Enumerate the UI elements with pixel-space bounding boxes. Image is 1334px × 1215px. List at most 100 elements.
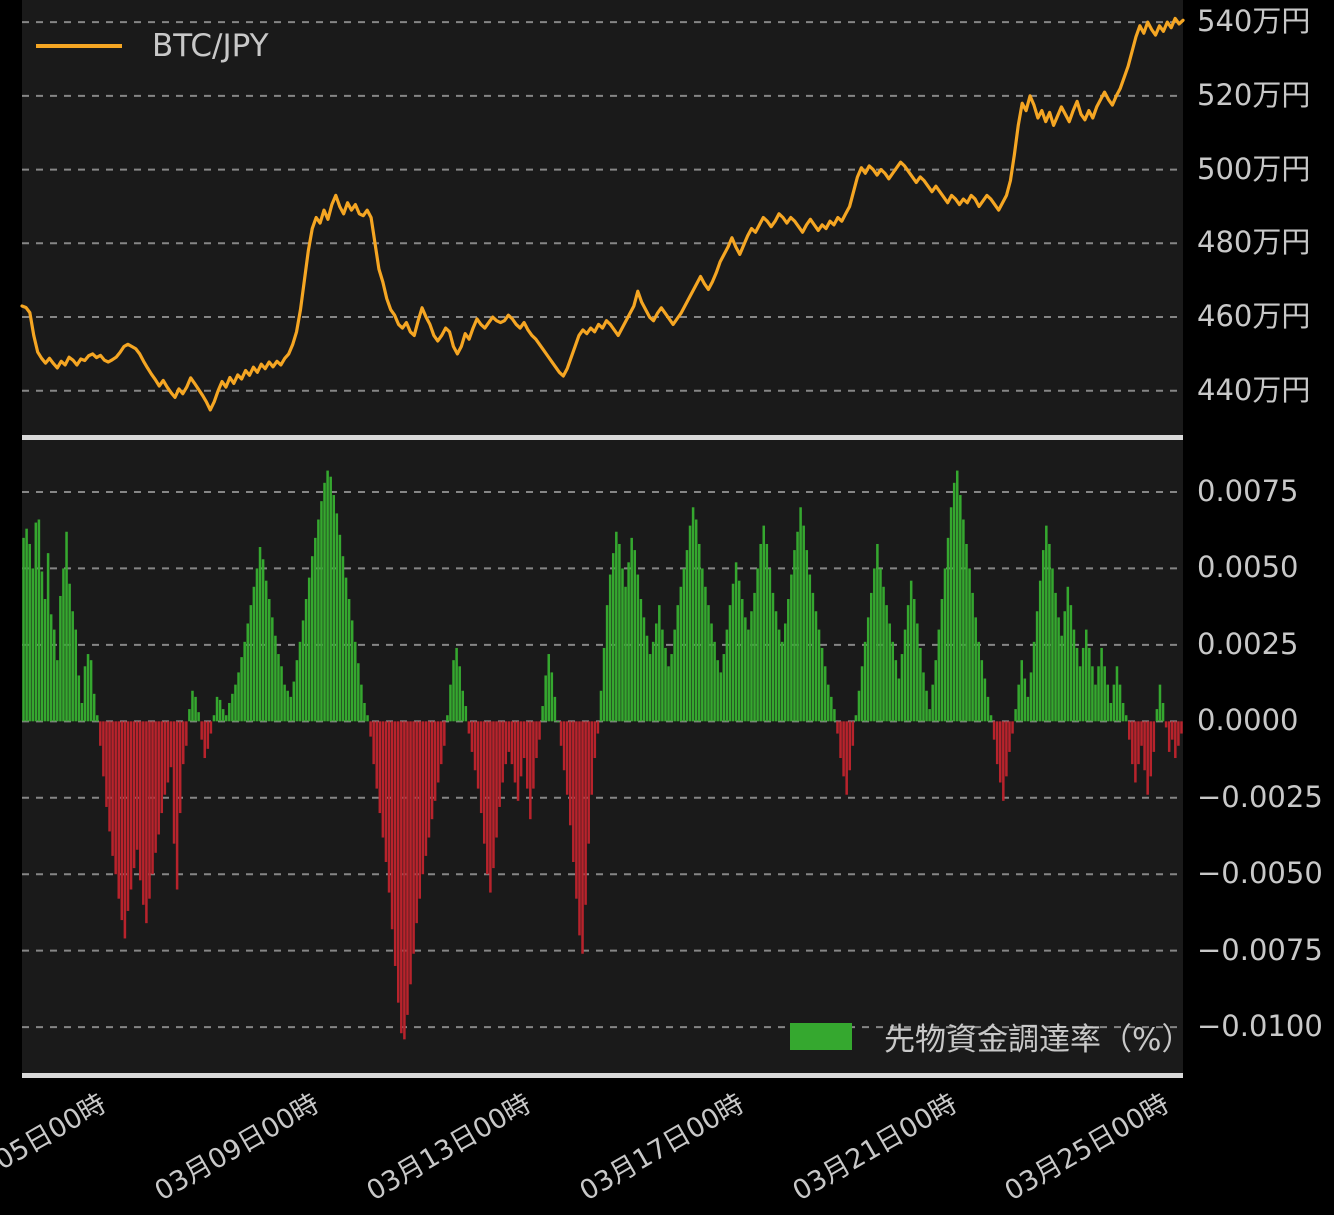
legend-price-label: BTC/JPY xyxy=(152,28,269,64)
funding-bar xyxy=(725,629,729,722)
funding-bar xyxy=(974,617,977,722)
funding-bar xyxy=(307,577,311,722)
funding-bar xyxy=(295,660,299,722)
funding-y-tick-label: 0.0050 xyxy=(1197,550,1299,585)
funding-bar xyxy=(71,611,74,722)
funding-bar xyxy=(430,721,434,820)
legend-funding: 先物資金調達率（%） xyxy=(790,1014,1192,1059)
funding-bar xyxy=(799,507,802,722)
funding-bar xyxy=(1094,684,1097,722)
funding-bar xyxy=(759,543,762,722)
funding-bar xyxy=(519,721,523,777)
funding-bar xyxy=(470,721,474,752)
funding-bar xyxy=(200,721,203,740)
funding-bar xyxy=(925,690,928,722)
funding-bar xyxy=(197,712,200,722)
funding-bar xyxy=(252,586,256,722)
funding-bar xyxy=(836,721,839,734)
funding-bar xyxy=(400,721,403,1034)
funding-bar xyxy=(1045,525,1048,722)
funding-bar xyxy=(596,721,600,734)
funding-bar xyxy=(148,721,151,899)
funding-bar xyxy=(694,519,698,722)
funding-bar xyxy=(1100,647,1103,722)
funding-bar xyxy=(114,721,117,875)
funding-bar xyxy=(1048,543,1051,722)
funding-bar xyxy=(507,721,511,752)
funding-bar xyxy=(1084,629,1088,722)
price-y-tick-label: 440万円 xyxy=(1197,372,1311,407)
funding-bar xyxy=(602,647,606,722)
funding-bar xyxy=(777,629,781,722)
funding-bar xyxy=(215,696,219,722)
funding-bar xyxy=(562,721,566,771)
funding-bar xyxy=(627,562,630,722)
funding-bar xyxy=(768,568,772,722)
funding-bar xyxy=(332,495,336,722)
funding-bar xyxy=(1066,586,1070,722)
funding-bar xyxy=(937,629,941,722)
funding-bar xyxy=(83,666,87,722)
funding-bar xyxy=(876,543,879,722)
funding-bar xyxy=(955,470,959,722)
funding-bar xyxy=(916,623,919,722)
funding-bar xyxy=(310,556,314,722)
funding-bar xyxy=(396,721,400,1003)
funding-bar xyxy=(793,550,796,722)
funding-bar xyxy=(679,586,683,722)
funding-bar xyxy=(525,721,529,789)
funding-bar xyxy=(814,611,818,722)
funding-bar xyxy=(688,525,692,722)
funding-bar xyxy=(99,721,102,746)
funding-bar xyxy=(372,721,375,765)
funding-bar xyxy=(25,528,28,722)
funding-bar xyxy=(476,721,480,789)
funding-bar xyxy=(461,690,465,722)
funding-bar xyxy=(934,660,938,722)
funding-bar xyxy=(719,672,723,722)
funding-bar xyxy=(722,654,726,722)
funding-bar xyxy=(968,568,971,722)
funding-bar xyxy=(52,629,56,722)
funding-bar xyxy=(323,482,326,722)
funding-bar xyxy=(977,641,981,722)
funding-bar xyxy=(163,721,167,795)
funding-bar xyxy=(673,629,676,722)
funding-bar xyxy=(618,543,621,722)
funding-bar xyxy=(565,721,569,795)
funding-bar xyxy=(820,647,824,722)
funding-bar xyxy=(765,543,769,722)
funding-bar xyxy=(22,537,25,722)
funding-bar xyxy=(166,721,170,783)
funding-bar xyxy=(1140,721,1143,746)
funding-bar xyxy=(234,684,237,722)
funding-bar xyxy=(92,693,96,722)
funding-bar xyxy=(326,470,329,722)
funding-bar xyxy=(842,721,845,777)
funding-bar xyxy=(928,709,931,722)
funding-bar xyxy=(587,721,590,844)
funding-bar xyxy=(108,721,111,832)
funding-bar xyxy=(206,721,210,749)
funding-bar xyxy=(854,715,858,722)
funding-bar xyxy=(261,559,265,722)
funding-bar xyxy=(34,522,38,722)
funding-bar xyxy=(590,721,594,795)
funding-bar xyxy=(458,666,461,722)
funding-bar xyxy=(175,721,179,890)
funding-bar xyxy=(415,721,418,924)
funding-bar xyxy=(489,721,492,893)
funding-bar xyxy=(906,605,910,722)
funding-bar xyxy=(255,568,259,722)
funding-bar xyxy=(237,672,240,722)
funding-bar xyxy=(375,721,379,789)
funding-bar xyxy=(1011,721,1014,734)
funding-bar xyxy=(317,519,320,722)
funding-bar xyxy=(912,599,916,722)
funding-bar xyxy=(685,550,689,722)
funding-bar xyxy=(1112,684,1116,722)
funding-bar xyxy=(49,614,53,722)
funding-bar xyxy=(882,586,885,722)
funding-bar xyxy=(258,547,262,722)
